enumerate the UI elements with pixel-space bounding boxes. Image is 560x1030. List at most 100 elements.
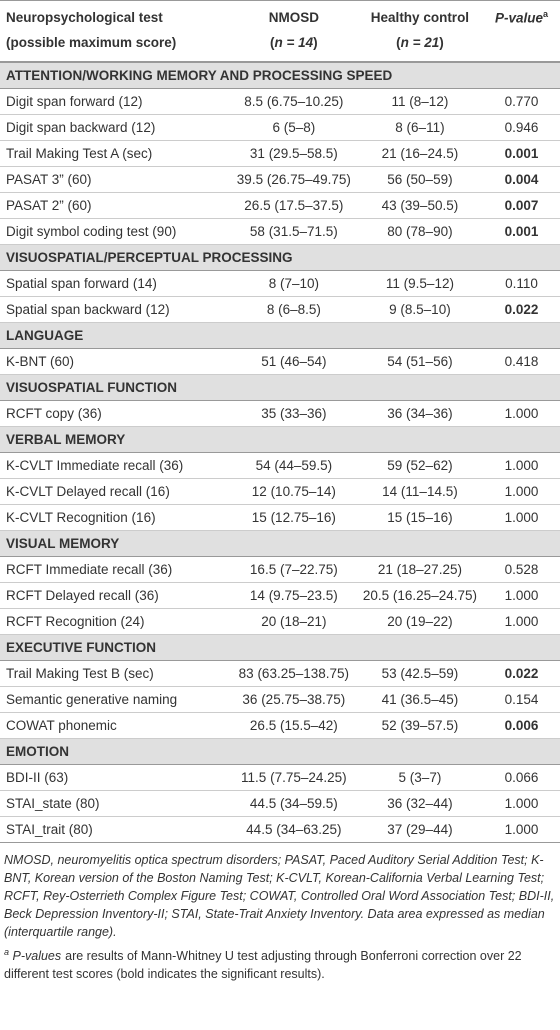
control-value: 9 (8.5–10) [356,296,483,323]
data-row: K-CVLT Immediate recall (36) 54 (44–59.5)… [0,452,560,479]
test-name: Trail Making Test B (sec) [0,660,231,687]
footnote-lead: P-values [12,949,62,964]
section-row: EXECUTIVE FUNCTION [0,634,560,661]
data-row: Digit span backward (12) 6 (5–8) 8 (6–11) 0… [0,114,560,141]
p-value: 1.000 [482,400,560,427]
data-row: BDI-II (63) 11.5 (7.75–24.25) 5 (3–7) 0.066 [0,764,560,791]
nmosd-value: 58 (31.5–71.5) [230,218,357,245]
section-title: EMOTION [0,738,560,765]
footnotes: NMOSD, neuromyelitis optica spectrum dis… [0,843,560,983]
col-header: Neuropsychological test [0,0,231,30]
data-row: RCFT Immediate recall (36) 16.5 (7–22.75)… [0,556,560,583]
section-title: EXECUTIVE FUNCTION [0,634,560,661]
col-header: (n = 21) [356,30,483,63]
control-value: 20.5 (16.25–24.75) [356,582,483,609]
data-row: PASAT 2” (60) 26.5 (17.5–37.5) 43 (39–50.5… [0,192,560,219]
data-row: COWAT phonemic 26.5 (15.5–42) 52 (39–57.5)… [0,712,560,739]
p-value: 0.528 [482,556,560,583]
data-row: RCFT copy (36) 35 (33–36) 36 (34–36) 1.000 [0,400,560,427]
p-value: 1.000 [482,478,560,505]
section-row: EMOTION [0,738,560,765]
test-name: K-BNT (60) [0,348,231,375]
section-row: VERBAL MEMORY [0,426,560,453]
section-row: VISUOSPATIAL/PERCEPTUAL PROCESSING [0,244,560,271]
data-row: Spatial span backward (12) 8 (6–8.5) 9 (8.… [0,296,560,323]
control-value: 41 (36.5–45) [356,686,483,713]
p-value: 1.000 [482,504,560,531]
test-name: RCFT Recognition (24) [0,608,231,635]
p-value: 0.154 [482,686,560,713]
p-value: 0.004 [482,166,560,193]
nmosd-value: 36 (25.75–38.75) [230,686,357,713]
p-value: 1.000 [482,790,560,817]
p-value: 0.022 [482,296,560,323]
col-header: (possible maximum score) [0,30,231,63]
section-row: VISUOSPATIAL FUNCTION [0,374,560,401]
p-value: 1.000 [482,816,560,843]
control-value: 43 (39–50.5) [356,192,483,219]
nmosd-value: 26.5 (17.5–37.5) [230,192,357,219]
test-name: COWAT phonemic [0,712,231,739]
test-name: Spatial span forward (14) [0,270,231,297]
nmosd-value: 8.5 (6.75–10.25) [230,88,357,115]
data-row: Trail Making Test B (sec) 83 (63.25–138.7… [0,660,560,687]
control-value: 56 (50–59) [356,166,483,193]
footnote-text: are results of Mann-Whitney U test adjus… [4,949,522,982]
control-value: 52 (39–57.5) [356,712,483,739]
nmosd-value: 44.5 (34–63.25) [230,816,357,843]
data-row: STAI_trait (80) 44.5 (34–63.25) 37 (29–44)… [0,816,560,843]
section-title: LANGUAGE [0,322,560,349]
col-header: NMOSD [230,0,357,30]
data-row: K-CVLT Delayed recall (16) 12 (10.75–14) 1… [0,478,560,505]
control-value: 80 (78–90) [356,218,483,245]
test-name: Trail Making Test A (sec) [0,140,231,167]
p-value: 0.770 [482,88,560,115]
control-value: 54 (51–56) [356,348,483,375]
control-value: 14 (11–14.5) [356,478,483,505]
p-value: 0.946 [482,114,560,141]
nmosd-value: 6 (5–8) [230,114,357,141]
control-value: 5 (3–7) [356,764,483,791]
p-value: 0.001 [482,140,560,167]
section-title: VISUAL MEMORY [0,530,560,557]
section-row: LANGUAGE [0,322,560,349]
col-header: Healthy control [356,0,483,30]
nmosd-value: 14 (9.75–23.5) [230,582,357,609]
test-name: Digit span forward (12) [0,88,231,115]
data-row: PASAT 3” (60) 39.5 (26.75–49.75) 56 (50–59… [0,166,560,193]
data-row: K-CVLT Recognition (16) 15 (12.75–16) 15 (… [0,504,560,531]
control-value: 11 (8–12) [356,88,483,115]
control-value: 8 (6–11) [356,114,483,141]
test-name: STAI_state (80) [0,790,231,817]
section-row: ATTENTION/WORKING MEMORY AND PROCESSING … [0,61,560,89]
nmosd-value: 8 (6–8.5) [230,296,357,323]
p-value: 0.007 [482,192,560,219]
results-table: Neuropsychological test NMOSD Healthy co… [0,0,560,843]
nmosd-value: 12 (10.75–14) [230,478,357,505]
test-name: Digit span backward (12) [0,114,231,141]
p-value: 1.000 [482,608,560,635]
section-title: VISUOSPATIAL/PERCEPTUAL PROCESSING [0,244,560,271]
data-row: RCFT Recognition (24) 20 (18–21) 20 (19–22… [0,608,560,635]
test-name: Digit symbol coding test (90) [0,218,231,245]
nmosd-value: 26.5 (15.5–42) [230,712,357,739]
test-name: BDI-II (63) [0,764,231,791]
test-name: Spatial span backward (12) [0,296,231,323]
col-header: P-valuea [482,0,560,30]
section-row: VISUAL MEMORY [0,530,560,557]
p-value: 0.110 [482,270,560,297]
nmosd-value: 31 (29.5–58.5) [230,140,357,167]
control-value: 20 (19–22) [356,608,483,635]
nmosd-value: 44.5 (34–59.5) [230,790,357,817]
nmosd-value: 15 (12.75–16) [230,504,357,531]
test-name: K-CVLT Recognition (16) [0,504,231,531]
nmosd-value: 54 (44–59.5) [230,452,357,479]
control-value: 36 (34–36) [356,400,483,427]
p-value: 0.006 [482,712,560,739]
test-name: PASAT 3” (60) [0,166,231,193]
test-name: PASAT 2” (60) [0,192,231,219]
control-value: 59 (52–62) [356,452,483,479]
control-value: 15 (15–16) [356,504,483,531]
nmosd-value: 51 (46–54) [230,348,357,375]
